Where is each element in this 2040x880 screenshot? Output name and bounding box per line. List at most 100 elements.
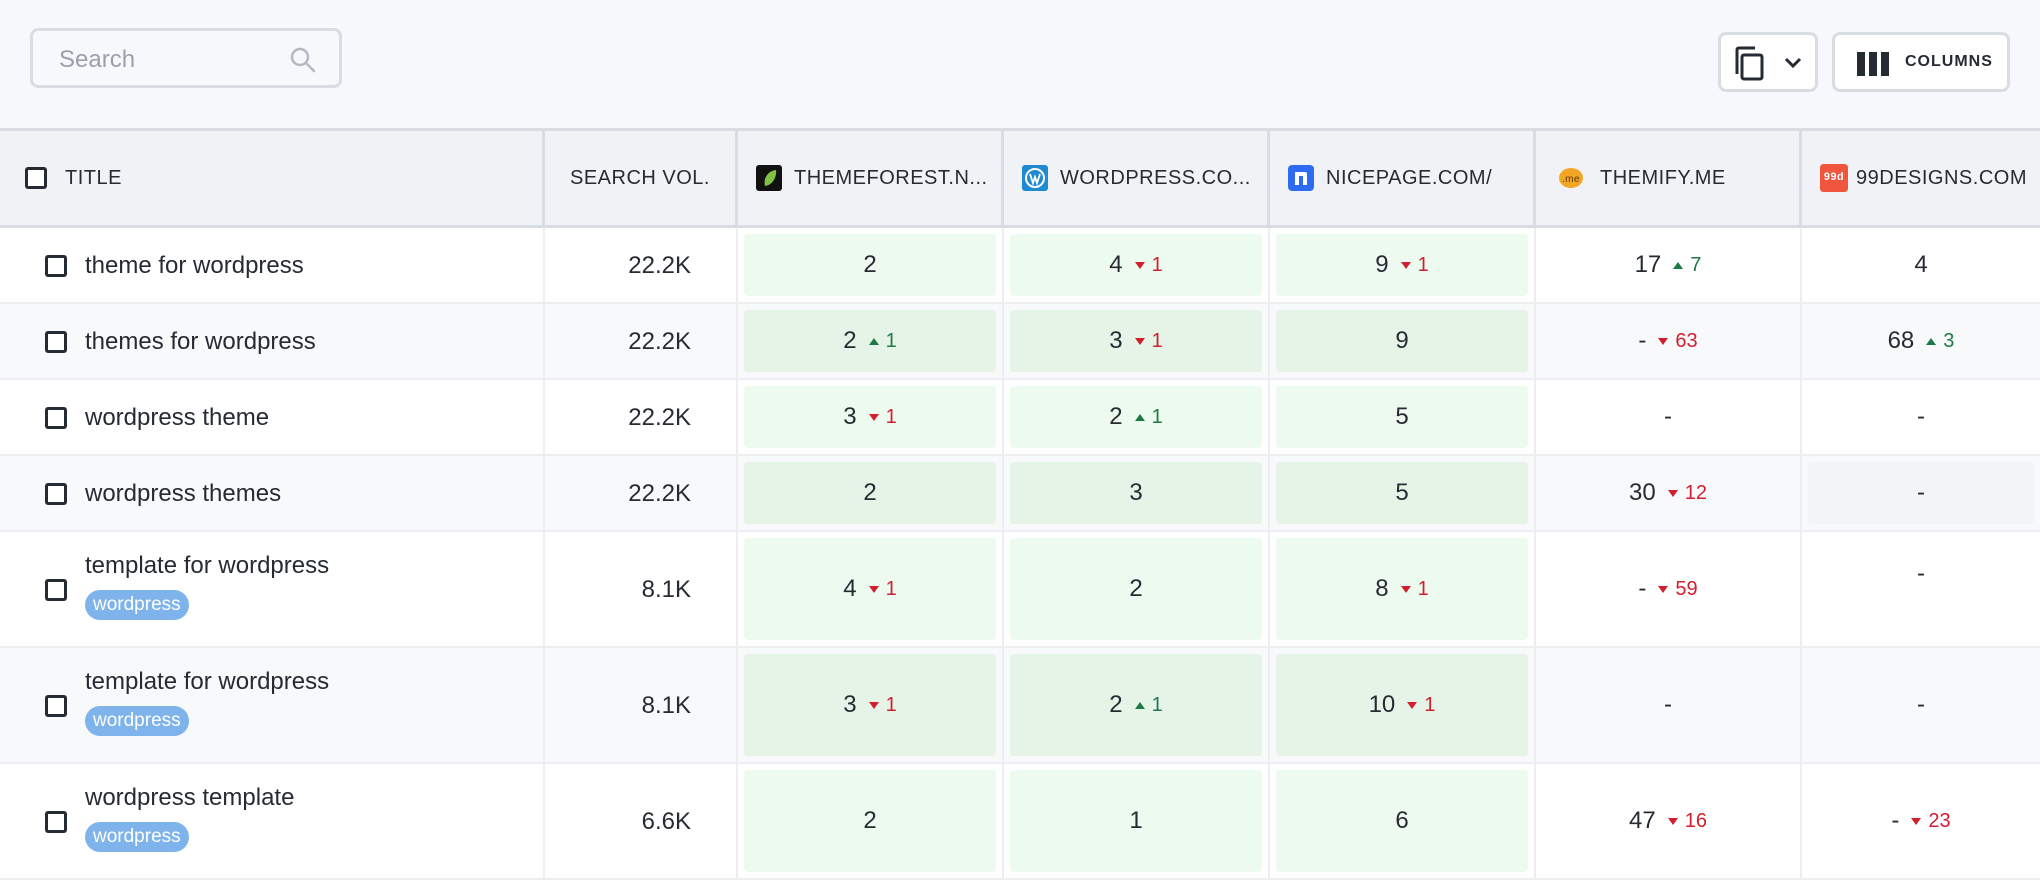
rank-cell[interactable]: -: [1802, 380, 2040, 454]
keyword-tag[interactable]: wordpress: [85, 590, 189, 620]
row-checkbox[interactable]: [45, 255, 67, 277]
rank-box: 3: [1010, 462, 1262, 524]
header-title[interactable]: TITLE: [0, 131, 545, 225]
rank-cell[interactable]: 3: [1004, 456, 1270, 530]
rank-cell[interactable]: 9: [1270, 304, 1536, 378]
rank-cell[interactable]: 30 12: [1536, 456, 1802, 530]
rank-value: 4: [1109, 251, 1123, 278]
header-site-themeforest[interactable]: THEMEFOREST.N...: [738, 131, 1004, 225]
toolbar: COLUMNS: [0, 0, 2040, 128]
rank-value: 6: [1395, 807, 1409, 834]
rank-cell[interactable]: 4: [1802, 228, 2040, 302]
copy-dropdown-button[interactable]: [1718, 32, 1818, 92]
rank-value: 68: [1887, 327, 1915, 354]
header-site-nicepage[interactable]: NICEPAGE.COM/: [1270, 131, 1536, 225]
rank-cell[interactable]: - 59: [1536, 532, 1802, 646]
rank-cell[interactable]: 10 1: [1270, 648, 1536, 762]
rank-cell[interactable]: - 23: [1802, 764, 2040, 878]
keyword-title[interactable]: wordpress themes: [85, 480, 282, 507]
row-checkbox[interactable]: [45, 811, 67, 833]
header-site-wordpress[interactable]: WORDPRESS.CO...: [1004, 131, 1270, 225]
search-volume-cell: 22.2K: [545, 304, 738, 378]
rank-cell[interactable]: 2: [738, 228, 1004, 302]
rank-change-value: 7: [1690, 253, 1702, 276]
rank-cell[interactable]: -: [1802, 456, 2040, 530]
rank-cell[interactable]: 2: [738, 456, 1004, 530]
row-checkbox[interactable]: [45, 331, 67, 353]
rank-cell[interactable]: -: [1536, 380, 1802, 454]
rank-cell[interactable]: -: [1536, 648, 1802, 762]
search-icon[interactable]: [289, 46, 317, 74]
header-site-label: THEMIFY.ME: [1600, 166, 1726, 189]
rank-cell[interactable]: 5: [1270, 456, 1536, 530]
header-site-99designs[interactable]: 99d 99DESIGNS.COM: [1802, 131, 2040, 225]
svg-text:99d: 99d: [1824, 171, 1844, 183]
rank-change-down: 59: [1658, 578, 1698, 601]
row-checkbox[interactable]: [45, 483, 67, 505]
rank-box: 9: [1276, 310, 1528, 372]
rank-cell[interactable]: 2: [1004, 532, 1270, 646]
row-checkbox[interactable]: [45, 695, 67, 717]
rank-cell[interactable]: -: [1802, 648, 2040, 762]
rank-box: 2: [744, 234, 996, 296]
rank-cell[interactable]: 2: [738, 764, 1004, 878]
rank-change-down: 1: [1400, 578, 1429, 601]
rank-box: 6: [1276, 770, 1528, 872]
rank-box: 10 1: [1276, 654, 1528, 756]
select-all-checkbox[interactable]: [25, 167, 47, 189]
keyword-tag[interactable]: wordpress: [85, 822, 189, 852]
header-search-volume[interactable]: SEARCH VOL.: [545, 131, 738, 225]
table-row[interactable]: wordpress themes 22.2K 2 3 5 30 12 -: [0, 456, 2040, 532]
keyword-title[interactable]: theme for wordpress: [85, 252, 304, 279]
rank-cell[interactable]: 68 3: [1802, 304, 2040, 378]
rank-box: 2: [744, 462, 996, 524]
title-cell: theme for wordpress: [0, 228, 545, 302]
rank-cell[interactable]: - 63: [1536, 304, 1802, 378]
search-input[interactable]: [57, 43, 291, 77]
search-box[interactable]: [30, 28, 342, 88]
header-site-themify[interactable]: .me THEMIFY.ME: [1536, 131, 1802, 225]
search-volume-value: 8.1K: [641, 576, 691, 603]
rank-cell[interactable]: 17 7: [1536, 228, 1802, 302]
rank-change-value: 1: [885, 577, 897, 600]
rank-cell[interactable]: 5: [1270, 380, 1536, 454]
rank-box: - 59: [1542, 538, 1794, 640]
keyword-title[interactable]: template for wordpress: [85, 552, 330, 579]
search-volume-cell: 8.1K: [545, 532, 738, 646]
keyword-title[interactable]: wordpress template: [85, 784, 295, 811]
rank-box: 5: [1276, 386, 1528, 448]
keyword-title[interactable]: template for wordpress: [85, 668, 330, 695]
search-volume-value: 22.2K: [628, 480, 691, 507]
header-site-label: WORDPRESS.CO...: [1060, 166, 1251, 189]
rank-cell[interactable]: 47 16: [1536, 764, 1802, 878]
table-row[interactable]: wordpress template wordpress 6.6K 2 1 6 …: [0, 764, 2040, 880]
rank-cell[interactable]: 1: [1004, 764, 1270, 878]
rank-value: 8: [1375, 575, 1389, 602]
keyword-tag[interactable]: wordpress: [85, 706, 189, 736]
rank-change-down: 63: [1658, 330, 1698, 353]
row-checkbox[interactable]: [45, 407, 67, 429]
row-checkbox[interactable]: [45, 579, 67, 601]
rank-cell[interactable]: -: [1802, 532, 2040, 646]
triangle-down-icon: [1407, 701, 1418, 709]
keyword-title[interactable]: wordpress theme: [85, 404, 270, 431]
columns-button[interactable]: COLUMNS: [1832, 32, 2010, 92]
keyword-title[interactable]: themes for wordpress: [85, 328, 316, 355]
rank-cell[interactable]: 6: [1270, 764, 1536, 878]
